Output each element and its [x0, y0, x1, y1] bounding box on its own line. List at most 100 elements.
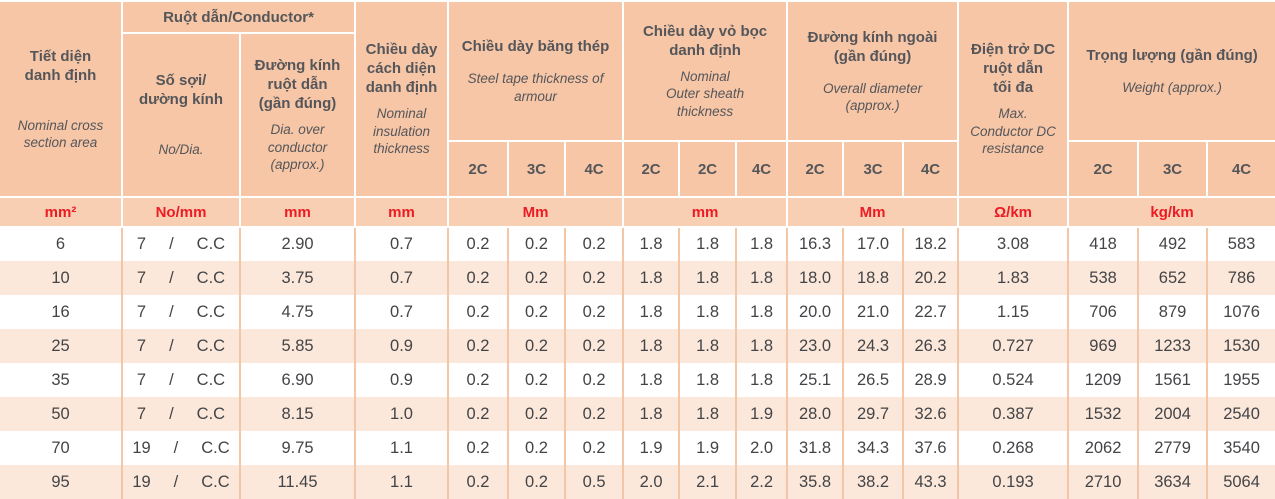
cell-od-2c: 16.3: [786, 227, 845, 261]
header-outer-sheath-en: Nominal Outer sheath thickness: [666, 68, 745, 119]
cell-weight-2c: 969: [1067, 329, 1140, 363]
header-steel-tape-vi: Chiều dày băng thép: [461, 38, 610, 55]
cell-od-4c: 37.6: [902, 431, 960, 465]
cell-steel-4c: 0.2: [564, 227, 625, 261]
cell-insulation: 0.7: [354, 295, 450, 329]
cell-steel-3c: 0.2: [507, 227, 567, 261]
cell-conductor: 19 / C.C: [121, 431, 241, 465]
conductor-slash: /: [169, 370, 174, 389]
cell-od-3c: 38.2: [842, 465, 905, 499]
cell-steel-4c: 0.2: [564, 397, 625, 431]
cell-size: 95: [0, 465, 123, 499]
cell-od-4c: 26.3: [902, 329, 960, 363]
subheader-weight-4c: 4C: [1206, 140, 1275, 198]
table-row: 25 7 / C.C 5.85 0.9 0.2 0.2 0.2 1.8 1.8 1.…: [0, 329, 1275, 363]
cell-sheath-2c: 1.8: [622, 329, 681, 363]
table-row: 35 7 / C.C 6.90 0.9 0.2 0.2 0.2 1.8 1.8 1.…: [0, 363, 1275, 397]
cell-od-4c: 28.9: [902, 363, 960, 397]
conductor-strands: 7: [136, 235, 147, 253]
cell-conductor: 7 / C.C: [121, 363, 241, 397]
cell-conductor: 7 / C.C: [121, 397, 241, 431]
unit-insulation: mm: [354, 196, 450, 228]
cell-weight-2c: 1532: [1067, 397, 1140, 431]
cell-od-4c: 18.2: [902, 227, 960, 261]
cell-sheath-2c: 1.8: [622, 261, 681, 295]
header-steel-tape-en: Steel tape thickness of armour: [467, 71, 604, 104]
cell-weight-2c: 418: [1067, 227, 1140, 261]
cell-sheath-3c: 2.1: [678, 465, 738, 499]
cell-weight-4c: 5064: [1206, 465, 1275, 499]
conductor-slash: /: [169, 404, 174, 423]
cell-od-4c: 20.2: [902, 261, 960, 295]
header-nominal-cross-section: Tiết diện danh định Nominal cross sectio…: [0, 0, 123, 198]
cell-steel-3c: 0.2: [507, 295, 567, 329]
cell-steel-4c: 0.2: [564, 363, 625, 397]
subheader-steel-4c: 4C: [564, 140, 625, 198]
header-outer-sheath-vi: Chiều dày vỏ bọc danh định: [642, 22, 768, 59]
cell-size: 50: [0, 397, 123, 431]
cell-dc-resistance: 0.727: [957, 329, 1070, 363]
cell-steel-2c: 0.2: [447, 227, 510, 261]
header-dc-resistance-en: Max. Conductor DC resistance: [970, 106, 1056, 157]
cell-weight-2c: 2710: [1067, 465, 1140, 499]
cell-sheath-4c: 1.8: [735, 295, 789, 329]
header-overall-diameter-group: Đường kính ngoài (gần đúng) Overall diam…: [786, 0, 960, 142]
cell-sheath-3c: 1.8: [678, 363, 738, 397]
cell-steel-3c: 0.2: [507, 363, 567, 397]
cell-od-4c: 22.7: [902, 295, 960, 329]
header-dia-over-conductor: Đường kính ruột dẫn (gần đúng) Dia. over…: [238, 32, 356, 198]
header-weight-vi: Trọng lượng (gần đúng): [1086, 46, 1258, 64]
cell-dia-over: 11.45: [238, 465, 357, 499]
cell-dia-over: 5.85: [238, 329, 357, 363]
cell-sheath-3c: 1.8: [678, 227, 738, 261]
cell-sheath-4c: 2.2: [735, 465, 789, 499]
cell-od-3c: 24.3: [842, 329, 905, 363]
cell-steel-3c: 0.2: [507, 431, 567, 465]
cell-steel-2c: 0.2: [447, 363, 510, 397]
cell-od-4c: 43.3: [902, 465, 960, 499]
cell-od-2c: 35.8: [786, 465, 845, 499]
cell-od-2c: 28.0: [786, 397, 845, 431]
cell-od-2c: 23.0: [786, 329, 845, 363]
header-nominal-cross-section-vi: Tiết diện danh định: [24, 47, 97, 84]
cell-weight-3c: 2779: [1137, 431, 1209, 465]
unit-size: mm²: [0, 196, 123, 228]
unit-sheath: mm: [622, 196, 789, 228]
conductor-strands: 7: [136, 404, 147, 423]
cell-dia-over: 8.15: [238, 397, 357, 431]
cell-sheath-3c: 1.8: [678, 397, 738, 431]
header-conductor-group: Ruột dẫn/Conductor*: [120, 0, 357, 34]
header-outer-sheath-group: Chiều dày vỏ bọc danh định Nominal Outer…: [622, 0, 789, 142]
conductor-slash: /: [169, 268, 174, 287]
unit-od: Mm: [786, 196, 960, 228]
cell-steel-2c: 0.2: [447, 465, 510, 499]
conductor-strands: 19: [132, 438, 151, 457]
cell-od-2c: 20.0: [786, 295, 845, 329]
header-dc-resistance: Điện trở DC ruột dẫn tối đa Max. Conduct…: [957, 0, 1070, 198]
cell-weight-3c: 2004: [1137, 397, 1209, 431]
cell-sheath-2c: 1.8: [622, 397, 681, 431]
conductor-slash: /: [169, 302, 174, 321]
cell-dc-resistance: 0.524: [957, 363, 1070, 397]
cell-sheath-2c: 1.8: [622, 295, 681, 329]
cell-dc-resistance: 1.83: [957, 261, 1070, 295]
cell-sheath-4c: 1.8: [735, 329, 789, 363]
cell-weight-2c: 1209: [1067, 363, 1140, 397]
cell-steel-2c: 0.2: [447, 431, 510, 465]
cell-weight-3c: 3634: [1137, 465, 1209, 499]
subheader-sheath-2c-a: 2C: [622, 140, 681, 198]
cell-weight-2c: 2062: [1067, 431, 1140, 465]
header-overall-diameter-en: Overall diameter (approx.): [823, 80, 923, 114]
cell-weight-4c: 786: [1206, 261, 1275, 295]
header-dia-over-conductor-vi: Đường kính ruột dẫn (gần đúng): [254, 57, 341, 113]
cell-insulation: 0.9: [354, 363, 450, 397]
cell-size: 25: [0, 329, 123, 363]
cell-insulation: 1.1: [354, 431, 450, 465]
unit-weight: kg/km: [1067, 196, 1275, 228]
conductor-strands: 7: [136, 302, 147, 321]
cell-dia-over: 2.90: [238, 227, 357, 261]
cell-weight-3c: 1561: [1137, 363, 1209, 397]
table-row: 95 19/C.C 11.45 1.1 0.2 0.2 0.5 2.0 2.1 …: [0, 465, 1275, 499]
header-weight-en: Weight (approx.): [1122, 79, 1222, 95]
